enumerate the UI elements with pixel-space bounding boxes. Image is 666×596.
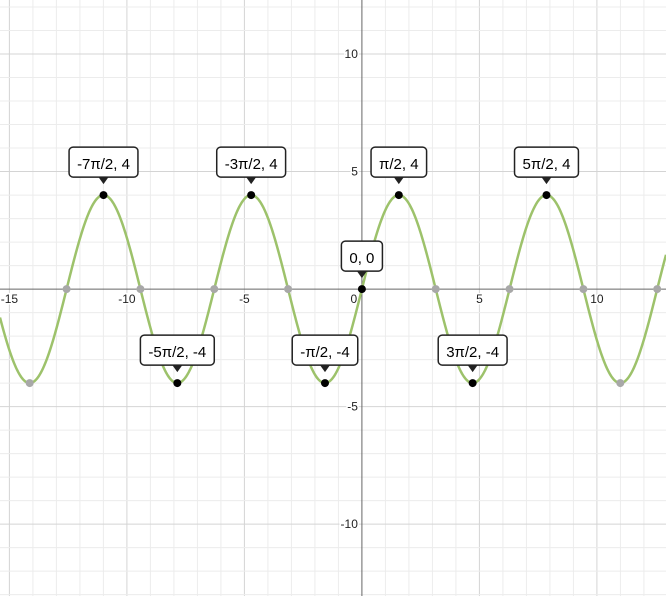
intercept-point <box>431 285 440 294</box>
extremum-point <box>616 379 625 388</box>
point-label: π/2, 4 <box>370 146 428 185</box>
intercept-point <box>136 285 145 294</box>
x-tick-label: -15 <box>1 292 19 306</box>
y-tick-label: 10 <box>345 47 359 61</box>
x-tick-label: -5 <box>239 292 250 306</box>
point-label-pointer <box>467 365 478 373</box>
intercept-point <box>579 285 588 294</box>
intercept-point <box>505 285 514 294</box>
labeled-point <box>247 191 256 200</box>
labeled-point <box>173 379 182 388</box>
y-tick-label: -10 <box>341 517 359 531</box>
sine-curve <box>0 193 666 385</box>
point-label-text: -5π/2, -4 <box>148 344 206 361</box>
intercept-point <box>62 285 71 294</box>
x-tick-label: 5 <box>476 292 483 306</box>
intercept-point <box>284 285 293 294</box>
point-label: 5π/2, 4 <box>513 146 580 185</box>
labeled-point <box>542 191 551 200</box>
point-label-pointer <box>172 365 183 373</box>
point-label: -3π/2, 4 <box>215 146 287 185</box>
x-tick-label: 0 <box>351 292 358 306</box>
point-label: -5π/2, -4 <box>139 334 216 373</box>
labeled-point <box>357 285 366 294</box>
labeled-point <box>320 379 329 388</box>
point-label-pointer <box>246 177 257 185</box>
point-label-text: -π/2, -4 <box>300 344 350 361</box>
point-label-pointer <box>393 177 404 185</box>
point-label-text: π/2, 4 <box>379 156 419 173</box>
point-label: 0, 0 <box>340 240 384 279</box>
point-label-pointer <box>98 177 109 185</box>
y-tick-label: 5 <box>351 165 358 179</box>
point-label-pointer <box>356 271 367 279</box>
y-tick-label: -5 <box>347 400 358 414</box>
point-label-pointer <box>541 177 552 185</box>
labeled-point <box>468 379 477 388</box>
point-label: -7π/2, 4 <box>68 146 139 185</box>
intercept-point <box>653 285 662 294</box>
point-label: 3π/2, -4 <box>437 334 508 373</box>
extremum-point <box>25 379 34 388</box>
point-label-text: -7π/2, 4 <box>77 156 130 173</box>
labeled-point <box>394 191 403 200</box>
x-tick-label: -10 <box>118 292 136 306</box>
point-label-text: 0, 0 <box>349 250 374 267</box>
x-tick-label: 10 <box>590 292 604 306</box>
labeled-point <box>99 191 108 200</box>
point-label-text: 3π/2, -4 <box>446 344 499 361</box>
point-label: -π/2, -4 <box>291 334 359 373</box>
point-label-text: 5π/2, 4 <box>523 156 571 173</box>
intercept-point <box>210 285 219 294</box>
point-label-pointer <box>319 365 330 373</box>
point-label-text: -3π/2, 4 <box>225 156 278 173</box>
